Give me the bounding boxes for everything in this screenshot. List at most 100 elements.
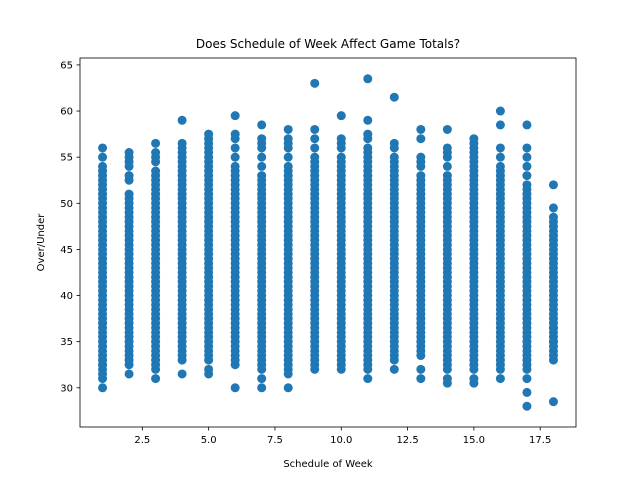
data-point [230, 152, 240, 162]
x-axis-label: Schedule of Week [283, 459, 373, 470]
y-tick-label: 55 [60, 153, 73, 164]
data-point [283, 134, 293, 144]
data-point [151, 166, 161, 176]
data-point [548, 180, 558, 190]
data-point [283, 383, 293, 393]
data-point [124, 148, 134, 158]
data-point [204, 364, 214, 374]
data-point [257, 152, 267, 162]
data-point [124, 189, 134, 199]
data-point [548, 351, 558, 361]
data-point [283, 152, 293, 162]
data-point [257, 161, 267, 171]
data-point [98, 152, 108, 162]
data-point [416, 364, 426, 374]
data-point [389, 92, 399, 102]
x-tick-label: 2.5 [134, 435, 150, 446]
x-tick-label: 12.5 [396, 435, 418, 446]
data-point [283, 369, 293, 379]
data-point [495, 120, 505, 130]
data-point [548, 323, 558, 333]
y-tick-label: 50 [60, 199, 73, 210]
data-point [98, 161, 108, 171]
data-point [98, 369, 108, 379]
data-point [548, 337, 558, 347]
plot-frame [79, 57, 577, 428]
data-point [336, 134, 346, 144]
data-point [257, 171, 267, 181]
data-point [522, 401, 532, 411]
y-axis-label: Over/Under [36, 213, 47, 272]
data-point [548, 203, 558, 213]
data-point [257, 120, 267, 130]
data-point [204, 129, 214, 139]
data-point [469, 374, 479, 384]
data-point [363, 374, 373, 384]
data-point [230, 161, 240, 171]
x-tick-label: 5.0 [201, 435, 217, 446]
data-point [522, 171, 532, 181]
data-point [389, 138, 399, 148]
data-point [257, 134, 267, 144]
data-point [257, 383, 267, 393]
x-tick-label: 15.0 [463, 435, 485, 446]
data-point [151, 374, 161, 384]
data-point [389, 152, 399, 162]
chart-title: Does Schedule of Week Affect Game Totals… [196, 37, 460, 51]
data-point [495, 161, 505, 171]
data-point [522, 387, 532, 397]
data-point [151, 148, 161, 158]
y-tick-label: 35 [60, 337, 73, 348]
data-point [98, 143, 108, 153]
data-point [177, 138, 187, 148]
data-point [310, 78, 320, 88]
data-point [522, 374, 532, 384]
data-point [283, 124, 293, 134]
data-point [442, 143, 452, 153]
data-point [495, 106, 505, 116]
data-point [522, 152, 532, 162]
x-tick-label: 10.0 [330, 435, 352, 446]
y-tick-label: 65 [60, 60, 73, 71]
data-point [310, 124, 320, 134]
data-point [151, 138, 161, 148]
data-point [522, 143, 532, 153]
data-point [283, 161, 293, 171]
data-point [442, 171, 452, 181]
data-point [416, 152, 426, 162]
data-point [548, 397, 558, 407]
data-point [416, 374, 426, 384]
data-point [389, 364, 399, 374]
data-point [416, 124, 426, 134]
data-point [177, 369, 187, 379]
data-point [124, 369, 134, 379]
data-point [230, 383, 240, 393]
data-point [495, 143, 505, 153]
y-tick-label: 40 [60, 291, 73, 302]
data-point [442, 374, 452, 384]
data-points [98, 74, 558, 411]
data-point [363, 129, 373, 139]
y-tick-label: 60 [60, 107, 73, 118]
data-point [310, 134, 320, 144]
data-point [177, 115, 187, 125]
data-point [257, 374, 267, 384]
data-point [336, 152, 346, 162]
data-point [442, 124, 452, 134]
data-point [442, 364, 452, 374]
y-tick-label: 30 [60, 383, 73, 394]
data-point [363, 74, 373, 84]
data-point [310, 152, 320, 162]
data-point [98, 383, 108, 393]
x-tick-label: 17.5 [529, 435, 551, 446]
data-point [363, 143, 373, 153]
data-point [230, 111, 240, 121]
data-point [416, 171, 426, 181]
data-point [336, 111, 346, 121]
y-tick-label: 45 [60, 245, 73, 256]
data-point [495, 152, 505, 162]
data-point [522, 161, 532, 171]
data-point [363, 115, 373, 125]
data-point [469, 134, 479, 144]
